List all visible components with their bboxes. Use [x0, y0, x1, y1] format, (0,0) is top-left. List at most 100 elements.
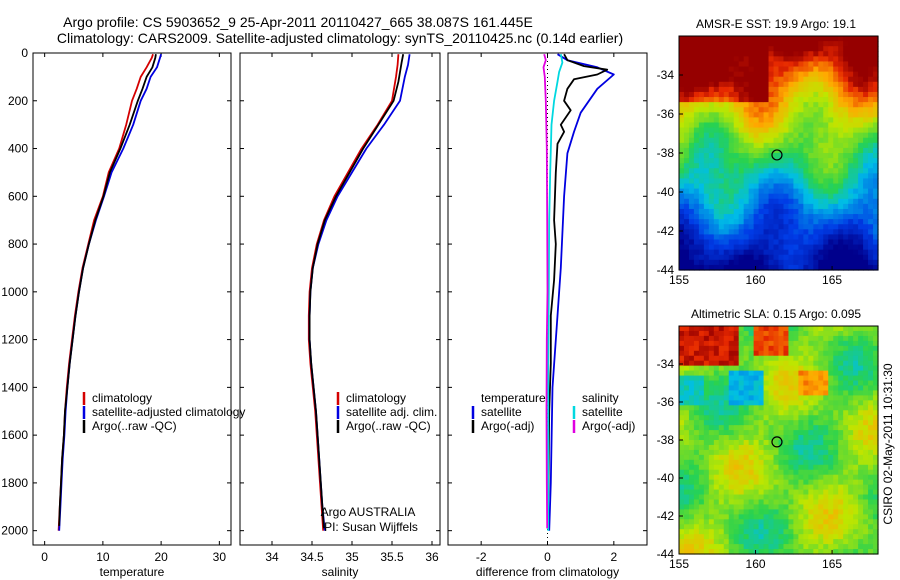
heatmap-cell: [818, 183, 824, 190]
heatmap-cell: [798, 168, 804, 174]
heatmap-cell: [813, 375, 819, 382]
heatmap-cell: [753, 420, 760, 426]
heatmap-cell: [843, 435, 849, 441]
heatmap-cell: [753, 449, 760, 456]
heatmap-cell: [679, 193, 685, 200]
heatmap-cell: [848, 519, 854, 525]
heatmap-cell: [683, 469, 690, 476]
heatmap-cell: [783, 499, 790, 506]
heatmap-cell: [753, 395, 760, 401]
heatmap-cell: [788, 46, 795, 52]
heatmap-cell: [863, 254, 869, 261]
heatmap-cell: [693, 444, 700, 451]
heatmap-cell: [748, 449, 755, 456]
heatmap-cell: [703, 97, 710, 103]
heatmap-cell: [733, 360, 740, 367]
heatmap-cell: [738, 484, 745, 491]
heatmap-cell: [683, 56, 690, 63]
heatmap-cell: [713, 107, 720, 113]
y-tick-label: 0: [21, 46, 28, 60]
heatmap-cell: [783, 71, 790, 78]
heatmap-cell: [683, 326, 690, 332]
heatmap-cell: [758, 264, 765, 271]
heatmap-cell: [723, 544, 730, 550]
heatmap-cell: [843, 385, 849, 392]
heatmap-cell: [698, 524, 705, 530]
heatmap-cell: [728, 534, 735, 540]
heatmap-cell: [853, 355, 859, 362]
heatmap-cell: [853, 420, 859, 426]
heatmap-cell: [788, 234, 795, 241]
heatmap-cell: [703, 168, 710, 174]
heatmap-cell: [828, 435, 834, 441]
heatmap-cell: [793, 259, 799, 266]
heatmap-cell: [693, 326, 700, 332]
heatmap-cell: [748, 102, 755, 108]
heatmap-cell: [748, 345, 755, 352]
heatmap-cell: [763, 153, 770, 159]
heatmap-cell: [738, 529, 745, 535]
heatmap-cell: [873, 435, 879, 441]
heatmap-cell: [813, 76, 819, 83]
heatmap-cell: [868, 400, 874, 406]
heatmap-cell: [723, 107, 730, 113]
heatmap-cell: [828, 430, 834, 436]
heatmap-cell: [853, 524, 859, 530]
heatmap-cell: [873, 264, 879, 271]
heatmap-cell: [743, 259, 750, 266]
heatmap-cell: [778, 340, 785, 347]
heatmap-cell: [693, 229, 700, 235]
heatmap-cell: [783, 229, 790, 235]
heatmap-cell: [828, 425, 834, 431]
heatmap-cell: [738, 519, 745, 525]
heatmap-cell: [773, 158, 780, 164]
sst-map-title: AMSR-E SST: 19.9 Argo: 19.1: [696, 17, 856, 31]
heatmap-cell: [803, 183, 809, 190]
heatmap-cell: [793, 183, 799, 190]
heatmap-cell: [693, 127, 700, 134]
heatmap-cell: [803, 127, 809, 134]
heatmap-cell: [778, 504, 785, 510]
heatmap-cell: [863, 539, 869, 545]
heatmap-cell: [748, 395, 755, 401]
heatmap-cell: [803, 444, 809, 451]
heatmap-cell: [679, 36, 685, 42]
heatmap-cell: [803, 390, 809, 396]
heatmap-cell: [838, 224, 844, 230]
heatmap-cell: [718, 514, 725, 520]
heatmap-cell: [803, 355, 809, 362]
heatmap-cell: [758, 464, 765, 471]
heatmap-cell: [698, 56, 705, 63]
heatmap-cell: [853, 519, 859, 525]
heatmap-cell: [693, 509, 700, 515]
heatmap-cell: [743, 365, 750, 372]
heatmap-cell: [848, 97, 854, 103]
heatmap-cell: [723, 479, 730, 486]
heatmap-cell: [733, 444, 740, 451]
heatmap-cell: [868, 168, 874, 174]
heatmap-cell: [868, 46, 874, 52]
heatmap-cell: [748, 122, 755, 129]
heatmap-cell: [858, 91, 864, 98]
heatmap-cell: [838, 147, 844, 154]
heatmap-cell: [813, 264, 819, 271]
heatmap-cell: [718, 41, 725, 47]
heatmap-cell: [683, 335, 690, 342]
heatmap-cell: [803, 229, 809, 235]
heatmap-cell: [758, 239, 765, 246]
heatmap-cell: [788, 188, 795, 195]
heatmap-cell: [683, 168, 690, 174]
heatmap-cell: [718, 385, 725, 392]
heatmap-cell: [788, 440, 795, 446]
heatmap-cell: [688, 234, 695, 241]
heatmap-cell: [833, 494, 839, 501]
heatmap-cell: [833, 168, 839, 174]
heatmap-cell: [683, 198, 690, 205]
heatmap-cell: [868, 549, 874, 555]
heatmap-cell: [868, 370, 874, 377]
heatmap-cell: [783, 549, 790, 555]
heatmap-cell: [833, 425, 839, 431]
heatmap-cell: [848, 71, 854, 78]
heatmap-cell: [858, 355, 864, 362]
heatmap-cell: [688, 340, 695, 347]
